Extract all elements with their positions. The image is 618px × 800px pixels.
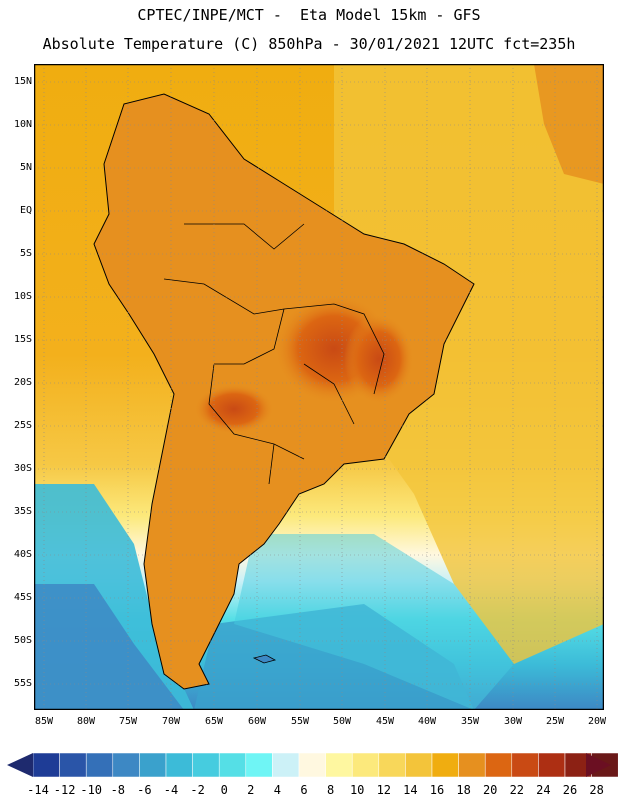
legend-swatch	[85, 752, 114, 778]
legend-value-label: -12	[53, 783, 76, 797]
lat-label: 45S	[13, 592, 32, 603]
legend-value-label: 2	[247, 783, 255, 797]
legend-swatch	[218, 752, 247, 778]
lon-label: 20W	[587, 716, 607, 727]
legend-value-label: 14	[403, 783, 418, 797]
legend-arrow-right	[586, 753, 611, 777]
legend-value-label: 20	[482, 783, 498, 797]
lat-label: 55S	[13, 678, 32, 689]
legend-swatch	[325, 752, 353, 778]
legend-swatch	[351, 752, 380, 778]
hot-core-chaco	[194, 384, 274, 434]
hot-core-east	[344, 314, 414, 404]
lat-label: 5S	[19, 248, 32, 259]
legend-swatch	[165, 752, 193, 778]
legend-value-label: 4	[273, 783, 281, 797]
lon-label: 45W	[375, 716, 395, 727]
legend-swatch	[538, 752, 566, 778]
legend-value-label: 16	[429, 783, 445, 797]
legend-swatch	[484, 752, 513, 778]
lon-label: 70W	[161, 716, 181, 727]
legend-swatch	[192, 752, 220, 778]
legend-value-label: 28	[589, 783, 604, 797]
color-legend	[7, 752, 618, 778]
grid-lines	[34, 64, 604, 710]
legend-value-label: 0	[220, 783, 228, 797]
lat-label: 10S	[13, 291, 32, 302]
lon-label: 80W	[76, 716, 96, 727]
lat-label: 5N	[19, 162, 32, 173]
chart-title: CPTEC/INPE/MCT - Eta Model 15km - GFS	[137, 6, 481, 24]
lat-label: 35S	[13, 506, 32, 517]
legend-value-label: 24	[536, 783, 551, 797]
lat-label: 15N	[13, 76, 32, 87]
legend-swatch	[32, 752, 60, 778]
legend-value-label: -8	[110, 783, 126, 797]
cool-atlantic-zone	[234, 534, 514, 710]
legend-value-label: 6	[300, 783, 308, 797]
legend-swatch	[511, 752, 539, 778]
legend-value-label: 12	[376, 783, 392, 797]
legend-value-label: -6	[137, 783, 152, 797]
lon-label: 40W	[417, 716, 437, 727]
temperature-map	[34, 64, 604, 710]
country-borders	[163, 223, 385, 485]
warm-northeast-zone	[534, 64, 604, 184]
legend-swatch	[245, 752, 273, 778]
lat-label: 50S	[13, 635, 32, 646]
lon-label: 75W	[118, 716, 138, 727]
legend-swatch	[272, 752, 300, 778]
legend-value-label: -14	[27, 783, 49, 797]
falkland-islands	[252, 654, 277, 664]
lon-label: 50W	[332, 716, 352, 727]
legend-swatch	[59, 752, 87, 778]
legend-value-label: -4	[163, 783, 179, 797]
legend-arrow-left	[7, 753, 33, 777]
legend-value-label: 10	[349, 783, 365, 797]
legend-value-label: 22	[509, 783, 525, 797]
legend-swatch	[112, 752, 140, 778]
legend-swatch	[298, 752, 326, 778]
lat-label: 30S	[13, 463, 32, 474]
legend-value-label: -2	[190, 783, 205, 797]
legend-swatch	[378, 752, 406, 778]
legend-value-label: -10	[80, 783, 103, 797]
legend-swatch	[431, 752, 459, 778]
chart-subtitle: Absolute Temperature (C) 850hPa - 30/01/…	[42, 35, 576, 53]
lon-label: 55W	[290, 716, 310, 727]
south-america-landmass	[93, 93, 475, 690]
map-border	[34, 64, 604, 710]
legend-swatch	[405, 752, 433, 778]
cold-south-zone	[34, 584, 184, 710]
lat-label: 10N	[13, 119, 32, 130]
legend-value-label: 8	[326, 783, 335, 797]
legend-swatch	[139, 752, 167, 778]
lon-label: 25W	[545, 716, 565, 727]
lon-label: 65W	[204, 716, 224, 727]
lat-label: EQ	[19, 205, 32, 216]
legend-value-label: 18	[456, 783, 471, 797]
lon-label: 60W	[247, 716, 267, 727]
lat-label: 20S	[13, 377, 32, 388]
lat-label: 25S	[13, 420, 32, 431]
legend-swatch	[458, 752, 486, 778]
warm-atlantic-zone	[334, 64, 604, 664]
lon-label: 30W	[503, 716, 523, 727]
lat-label: 15S	[13, 334, 32, 345]
legend-value-label: 26	[562, 783, 578, 797]
lon-label: 85W	[34, 716, 54, 727]
lat-label: 40S	[13, 549, 32, 560]
lon-label: 35W	[460, 716, 480, 727]
